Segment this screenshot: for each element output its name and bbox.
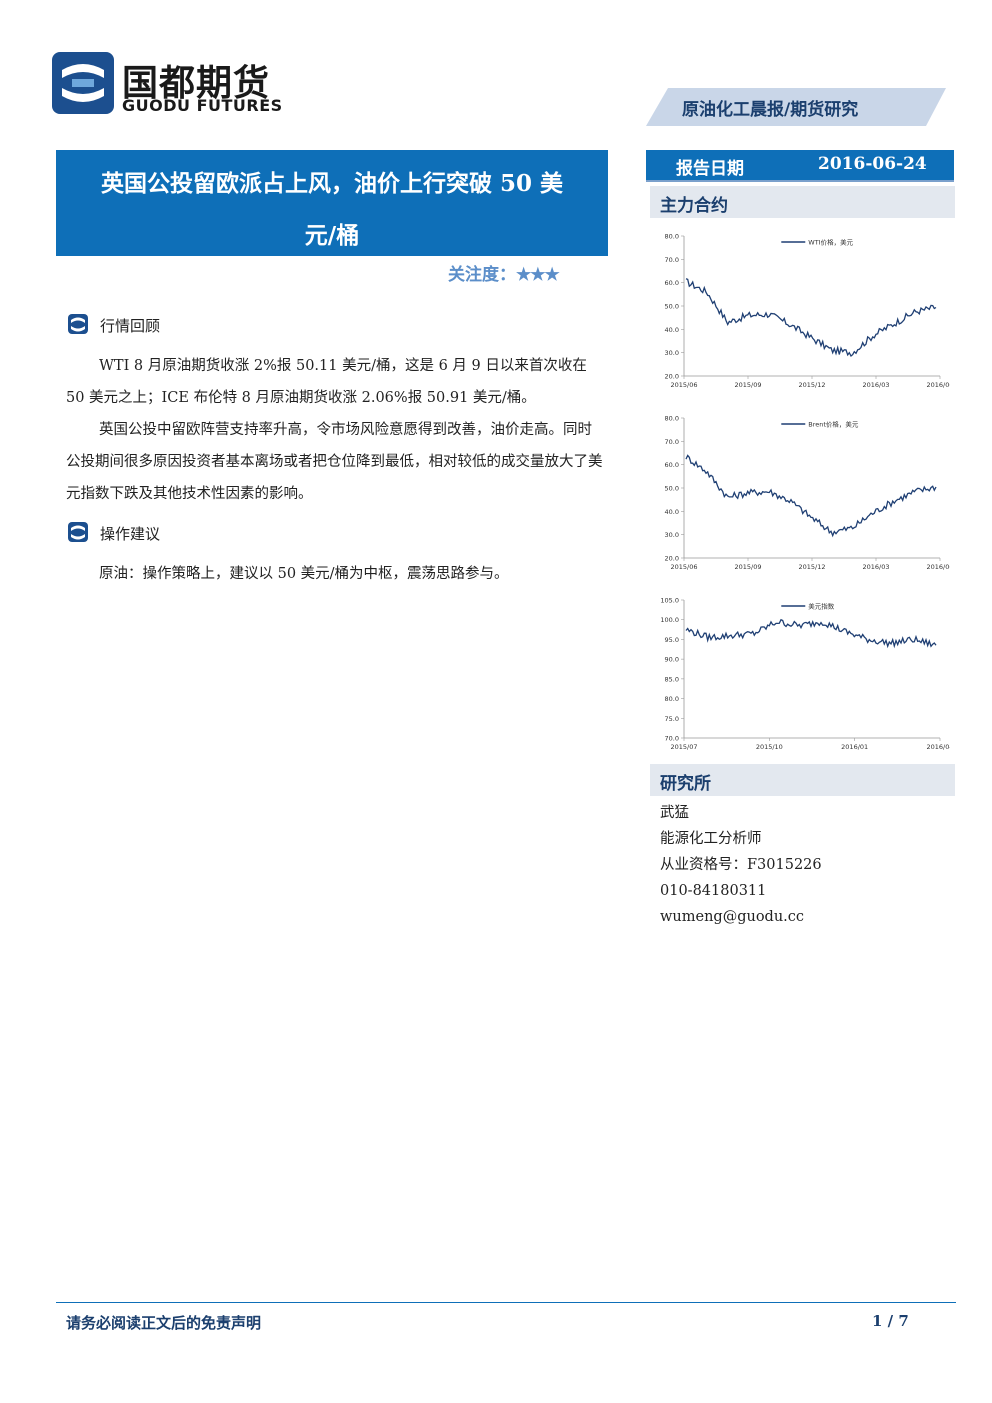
review-paragraph-1: WTI 8 月原油期货收涨 2%报 50.11 美元/桶，这是 6 月 9 日以…: [66, 358, 587, 406]
attention-stars: ★★★: [516, 265, 560, 285]
x-tick-label: 2016/03: [862, 563, 889, 571]
logo-chinese-text: 国都期货: [122, 63, 271, 104]
main-contract-heading-text: 主力合约: [660, 196, 728, 216]
researcher-phone: 010-84180311: [660, 883, 767, 899]
y-tick-label: 70.0: [665, 438, 679, 446]
title-box: 英国公投留欧派占上风，油价上行突破 50 美 元/桶: [56, 150, 608, 256]
attention-rating: 关注度：★★★: [448, 260, 560, 285]
y-tick-label: 40.0: [665, 326, 679, 334]
wti-chart-svg: 20.0 30.0 40.0 50.0 60.0 70.0 80.0 2015/06 2015/…: [665, 233, 954, 390]
y-tick-label: 50.0: [665, 303, 679, 311]
wti-chart: 20.0 30.0 40.0 50.0 60.0 70.0 80.0 2015/06 2015/…: [650, 228, 954, 398]
disclaimer-link[interactable]: 请务必阅读正文后的免责声明: [66, 1314, 262, 1332]
series-line: [685, 454, 937, 538]
y-tick-label: 20.0: [665, 373, 679, 381]
researcher-role: 能源化工分析师: [660, 831, 762, 847]
title-line-1: 英国公投留欧派占上风，油价上行突破 50 美: [100, 170, 564, 197]
review-paragraph-2: 英国公投中留欧阵营支持率升高，令市场风险意愿得到改善，油价走高。同时公投期间很多…: [66, 422, 603, 502]
y-tick-label: 100.0: [660, 616, 679, 624]
research-heading-text: 研究所: [660, 774, 711, 794]
x-tick-label: 2015/09: [734, 381, 761, 389]
x-tick-label: 2015/12: [798, 381, 825, 389]
y-tick-label: 40.0: [665, 508, 679, 516]
y-tick-label: 80.0: [665, 695, 679, 703]
usd-index-chart-svg: 70.0 75.0 80.0 85.0 90.0 95.0 100.0 105.0 2015/0…: [660, 597, 953, 752]
usd-index-chart: 70.0 75.0 80.0 85.0 90.0 95.0 100.0 105.0 2015/0…: [650, 592, 953, 760]
researcher-info: 武猛 能源化工分析师 从业资格号：F3015226 010-84180311 w…: [660, 800, 822, 930]
report-type-banner: 原油化工晨报/期货研究: [646, 88, 946, 126]
logo-english-text: GUODU FUTURES: [122, 96, 283, 115]
page-number: 1 / 7: [872, 1312, 909, 1330]
y-tick-label: 30.0: [665, 531, 679, 539]
main-contract-heading: 主力合约: [650, 186, 955, 218]
y-tick-label: 60.0: [665, 461, 679, 469]
x-tick-label: 2015/07: [670, 743, 697, 751]
x-tick-label: 2016/06: [926, 381, 950, 389]
series-line: [685, 618, 937, 649]
logo-mark-icon: [52, 52, 114, 114]
x-tick-label: 2016/03: [862, 381, 889, 389]
section-bullet-icon: [68, 522, 88, 542]
company-logo: 国都期货 GUODU FUTURES: [52, 52, 292, 118]
x-tick-label: 2016/04: [926, 743, 950, 751]
legend-label: WTI价格，美元: [808, 238, 853, 247]
section-bullet-icon: [68, 314, 88, 334]
y-tick-label: 20.0: [665, 555, 679, 563]
report-title: 英国公投留欧派占上风，油价上行突破 50 美 元/桶: [56, 158, 608, 262]
footer-divider: [56, 1302, 956, 1303]
research-heading: 研究所: [650, 764, 955, 796]
report-date-bar: 报告日期 2016-06-24: [646, 150, 954, 182]
y-tick-label: 60.0: [665, 279, 679, 287]
y-tick-label: 90.0: [665, 656, 679, 664]
x-tick-label: 2016/01: [841, 743, 868, 751]
y-tick-label: 80.0: [665, 233, 679, 241]
brent-chart: 20.0 30.0 40.0 50.0 60.0 70.0 80.0 2015/06 2015/…: [650, 410, 954, 580]
y-tick-label: 95.0: [665, 636, 679, 644]
researcher-email: wumeng@guodu.cc: [660, 909, 805, 925]
y-tick-label: 105.0: [660, 597, 679, 605]
researcher-license: 从业资格号：F3015226: [660, 857, 822, 873]
legend-label: 美元指数: [808, 602, 835, 611]
advice-paragraph-1: 原油：操作策略上，建议以 50 美元/桶为中枢，震荡思路参与。: [99, 566, 509, 582]
researcher-name: 武猛: [660, 805, 689, 821]
title-line-2: 元/桶: [304, 222, 360, 249]
y-tick-label: 50.0: [665, 485, 679, 493]
series-line: [685, 278, 937, 358]
report-date-value: 2016-06-24: [818, 154, 927, 174]
y-tick-label: 80.0: [665, 415, 679, 423]
section-review-title: 行情回顾: [100, 317, 161, 335]
attention-label: 关注度：: [448, 265, 516, 285]
x-tick-label: 2015/12: [798, 563, 825, 571]
x-tick-label: 2015/06: [670, 563, 697, 571]
x-tick-label: 2016/06: [926, 563, 950, 571]
y-tick-label: 70.0: [665, 256, 679, 264]
report-type-label: 原油化工晨报/期货研究: [682, 100, 859, 120]
report-date-label: 报告日期: [676, 159, 744, 179]
y-tick-label: 85.0: [665, 675, 679, 683]
y-tick-label: 75.0: [665, 715, 679, 723]
x-tick-label: 2015/10: [756, 743, 783, 751]
x-tick-label: 2015/09: [734, 563, 761, 571]
brent-chart-svg: 20.0 30.0 40.0 50.0 60.0 70.0 80.0 2015/06 2015/…: [665, 415, 954, 572]
y-tick-label: 70.0: [665, 735, 679, 743]
x-tick-label: 2015/06: [670, 381, 697, 389]
section-advice-title: 操作建议: [100, 525, 161, 543]
y-tick-label: 30.0: [665, 349, 679, 357]
legend-label: Brent价格，美元: [808, 420, 859, 429]
